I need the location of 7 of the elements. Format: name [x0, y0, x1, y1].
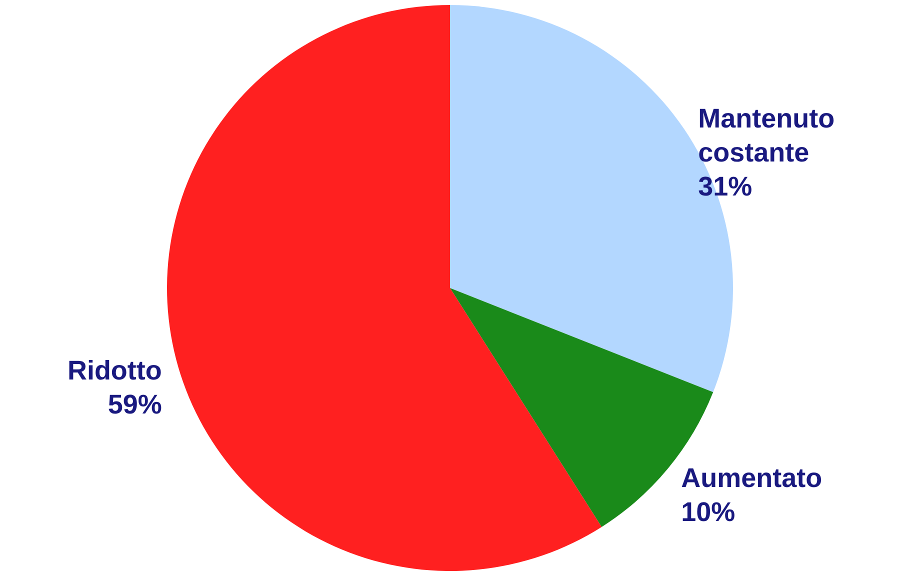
data-label: 31% — [698, 171, 752, 202]
data-label: 10% — [681, 497, 736, 528]
data-label: 59% — [108, 390, 162, 420]
slice-label: Aumentato — [681, 463, 822, 494]
slice-label: Mantenuto costante — [698, 103, 835, 168]
slice-label: Ridotto — [67, 356, 162, 386]
pie-slice — [167, 5, 602, 571]
